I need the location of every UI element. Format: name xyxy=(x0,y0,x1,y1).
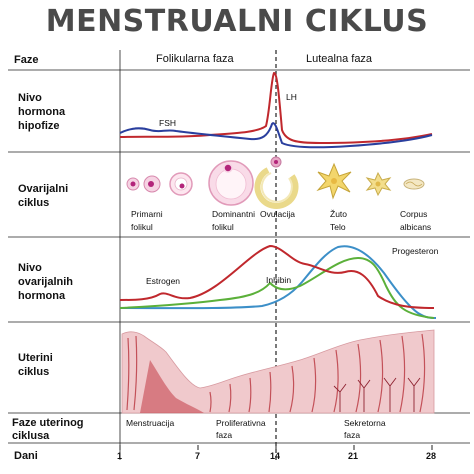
primary-follicle-1 xyxy=(126,177,140,191)
label-menstruacija: Menstruacija xyxy=(126,418,174,428)
fsh-curve xyxy=(119,122,433,149)
row-label-hormoni-3: hormona xyxy=(18,290,66,302)
label-proliferativna-1: Proliferativna xyxy=(216,418,266,428)
ovarian-hormone-curves xyxy=(119,244,437,319)
row-label-uterini-2: ciklus xyxy=(18,366,49,378)
pituitary-hormone-curves xyxy=(119,71,433,149)
grid xyxy=(8,50,470,460)
row-label-ovarijalni-1: Ovarijalni xyxy=(18,183,68,195)
inhibin-curve xyxy=(119,256,435,319)
row-label-hipofiza-1: Nivo xyxy=(18,92,42,104)
dominant-follicle xyxy=(208,160,254,206)
label-corpus-1: Corpus xyxy=(400,209,427,219)
day-label-28: 28 xyxy=(426,451,436,461)
uterine-glands xyxy=(126,333,426,413)
label-sekretorna-1: Sekretorna xyxy=(344,418,386,428)
label-estrogen: Estrogen xyxy=(146,276,180,286)
day-label-21: 21 xyxy=(348,451,358,461)
row-label-faze-uterinog-2: ciklusa xyxy=(12,430,50,442)
uterine-lining xyxy=(121,329,435,414)
ovarian-stages xyxy=(126,156,425,209)
progesteron-curve xyxy=(119,245,437,319)
estrogen-curve xyxy=(119,244,435,309)
row-label-hormoni-2: ovarijalnih xyxy=(18,276,73,288)
primary-follicle-2 xyxy=(143,175,161,193)
day-ticks xyxy=(119,445,433,450)
growing-follicle xyxy=(169,172,193,196)
ovulation xyxy=(254,156,299,209)
corpus-albicans xyxy=(403,178,425,190)
label-primarni-1: Primarni xyxy=(131,209,163,219)
row-label-dani: Dani xyxy=(14,450,38,462)
row-label-faze-uterinog-1: Faze uterinog xyxy=(12,417,84,429)
label-proliferativna-2: faza xyxy=(216,430,232,440)
row-label-hipofiza-2: hormona xyxy=(18,106,66,118)
endometrium-tissue xyxy=(121,329,435,414)
label-zuto-2: Telo xyxy=(330,222,346,232)
day-label-14: 14 xyxy=(270,451,280,461)
day-label-7: 7 xyxy=(195,451,200,461)
row-label-ovarijalni-2: ciklus xyxy=(18,197,49,209)
label-corpus-2: albicans xyxy=(400,222,431,232)
day-label-1: 1 xyxy=(117,451,122,461)
label-dominantni-1: Dominantni xyxy=(212,209,255,219)
row-label-hormoni-1: Nivo xyxy=(18,262,42,274)
label-progesteron: Progesteron xyxy=(392,246,439,256)
label-dominantni-2: folikul xyxy=(212,222,234,232)
label-ovulacija: Ovulacija xyxy=(260,209,295,219)
corpus-luteum xyxy=(316,162,352,200)
phase-lutealna: Lutealna faza xyxy=(306,53,373,65)
label-sekretorna-2: faza xyxy=(344,430,360,440)
row-label-faze: Faze xyxy=(14,54,38,66)
row-label-uterini-1: Uterini xyxy=(18,352,53,364)
label-fsh: FSH xyxy=(159,118,176,128)
label-primarni-2: folikul xyxy=(131,222,153,232)
corpus-luteum-regressing xyxy=(365,171,392,197)
page-title: MENSTRUALNI CIKLUS xyxy=(45,4,429,39)
menstrual-shedding xyxy=(140,360,204,413)
row-label-hipofiza-3: hipofize xyxy=(18,120,60,132)
phase-folikularna: Folikularna faza xyxy=(156,53,235,65)
spiral-arteries xyxy=(333,377,421,412)
label-zuto-1: Žuto xyxy=(330,209,347,219)
label-inhibin: Inhibin xyxy=(266,275,291,285)
label-lh: LH xyxy=(286,92,297,102)
